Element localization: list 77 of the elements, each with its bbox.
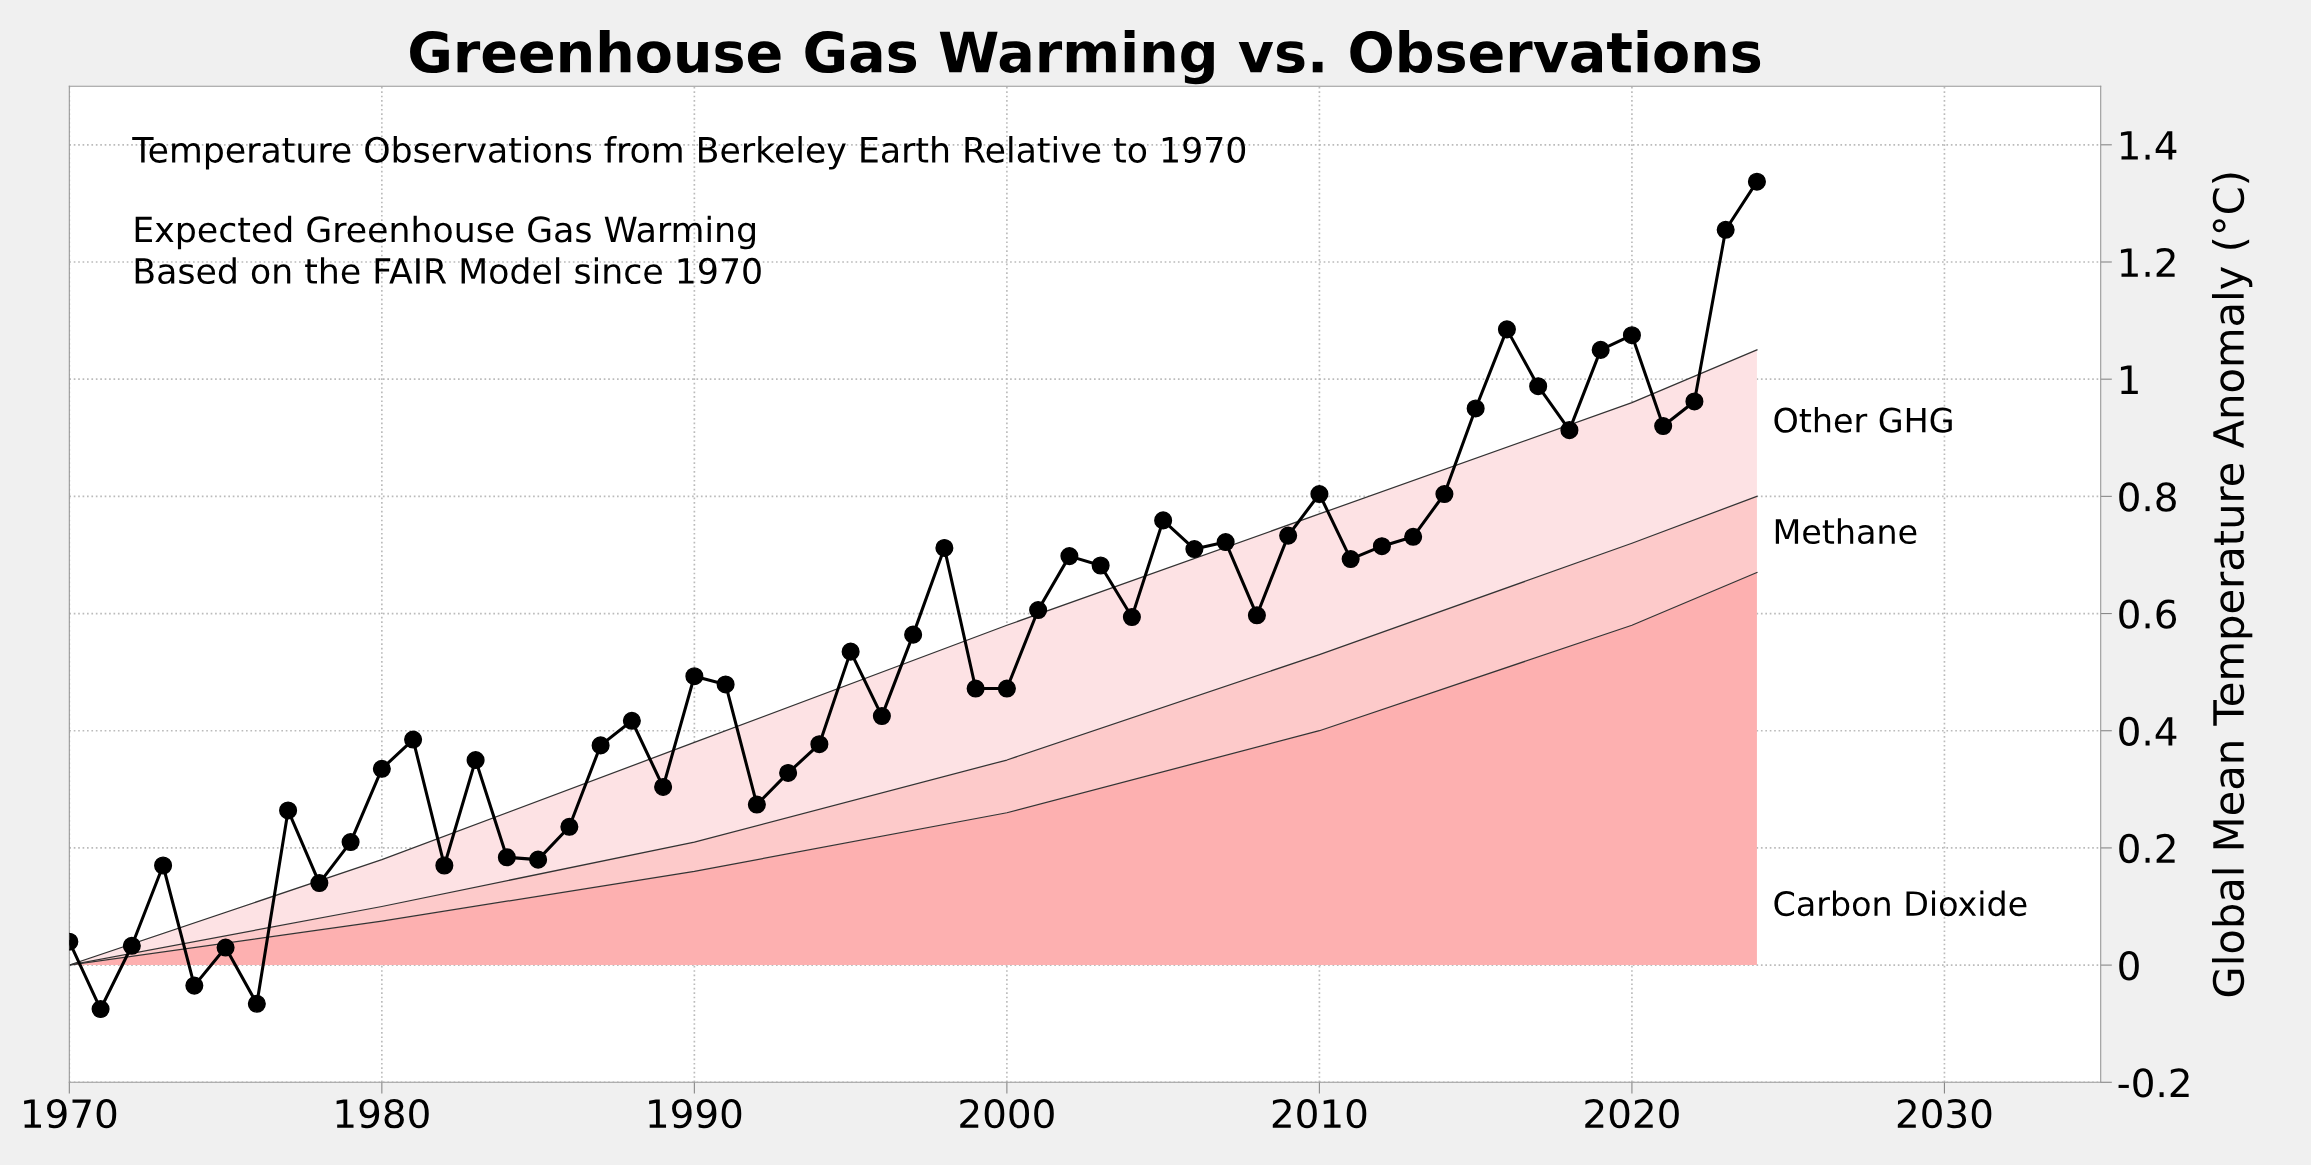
point <box>1310 484 1329 504</box>
x-tick-label: 1980 <box>336 1098 429 1129</box>
y-tick-label: 0 <box>2119 951 2139 981</box>
point <box>154 856 173 875</box>
point <box>91 1000 110 1019</box>
y-tick-label: -0.2 <box>2118 1068 2189 1098</box>
point <box>1685 392 1704 411</box>
point <box>966 679 985 698</box>
point <box>279 801 298 820</box>
x-tick-label: 2020 <box>1585 1098 1679 1129</box>
y-tick-label: 0.2 <box>2119 833 2175 864</box>
chart-title: Greenhouse Gas Warming vs. Observations <box>410 30 1761 85</box>
x-tick-label: 2000 <box>960 1098 1054 1129</box>
point <box>747 795 766 814</box>
point <box>1654 417 1673 436</box>
point <box>404 730 423 749</box>
point <box>185 976 204 995</box>
point <box>1466 399 1485 418</box>
x-tick-label: 2010 <box>1272 1098 1367 1129</box>
point <box>1435 484 1454 504</box>
point <box>1560 421 1579 440</box>
point <box>310 874 329 893</box>
point <box>372 759 391 778</box>
point <box>1122 608 1141 627</box>
point <box>1591 340 1610 359</box>
point <box>497 848 516 867</box>
point <box>997 679 1016 698</box>
y-tick-label: 1.4 <box>2120 131 2177 160</box>
point <box>779 763 798 782</box>
series-label: Carbon Dioxide <box>1774 890 2027 917</box>
point <box>685 667 704 686</box>
series-label: Methane <box>1775 518 1917 545</box>
point <box>1060 547 1079 566</box>
point <box>1341 550 1360 569</box>
annotation: Temperature Observations from Berkeley Earth Relative to 1970 <box>132 136 1246 170</box>
point <box>341 833 360 852</box>
x-tick-label: 2030 <box>1897 1098 1992 1129</box>
y-tick-label: 0.6 <box>2119 599 2177 629</box>
point <box>435 856 454 875</box>
point <box>529 850 548 869</box>
point <box>1247 606 1266 625</box>
point <box>216 938 235 957</box>
y-tick-label: 0.4 <box>2119 716 2177 747</box>
point <box>1716 220 1735 239</box>
point <box>1029 600 1048 620</box>
point <box>466 750 485 770</box>
point <box>1622 326 1641 345</box>
point <box>122 936 141 955</box>
y-tick-label: 1.2 <box>2120 247 2175 277</box>
annotation: Expected Greenhouse Gas Warming Based on the FAIR Model since 1970 <box>135 215 761 285</box>
point <box>1279 526 1298 545</box>
point <box>1154 511 1173 530</box>
point <box>560 817 579 836</box>
point <box>1216 533 1235 552</box>
point <box>654 777 673 797</box>
point <box>1091 556 1110 575</box>
point <box>716 675 735 694</box>
y-tick-label: 0.8 <box>2119 482 2176 512</box>
y-axis-title: Global Mean Temperature Anomaly (°C) <box>2211 173 2253 997</box>
point <box>247 994 266 1013</box>
point <box>1497 320 1516 339</box>
point <box>810 735 829 754</box>
point <box>904 625 923 644</box>
point <box>1747 172 1766 191</box>
point <box>935 538 954 557</box>
y-tick-label: 1 <box>2120 365 2138 394</box>
x-tick-label: 1990 <box>649 1098 742 1129</box>
x-tick-label: 1970 <box>24 1098 117 1129</box>
point <box>1529 377 1548 396</box>
point <box>591 736 610 755</box>
point <box>1372 537 1391 556</box>
series-label: Other GHG <box>1774 406 1952 433</box>
point <box>1404 527 1423 546</box>
point <box>872 707 891 726</box>
point <box>622 711 641 730</box>
point <box>841 642 860 661</box>
point <box>1185 540 1204 559</box>
